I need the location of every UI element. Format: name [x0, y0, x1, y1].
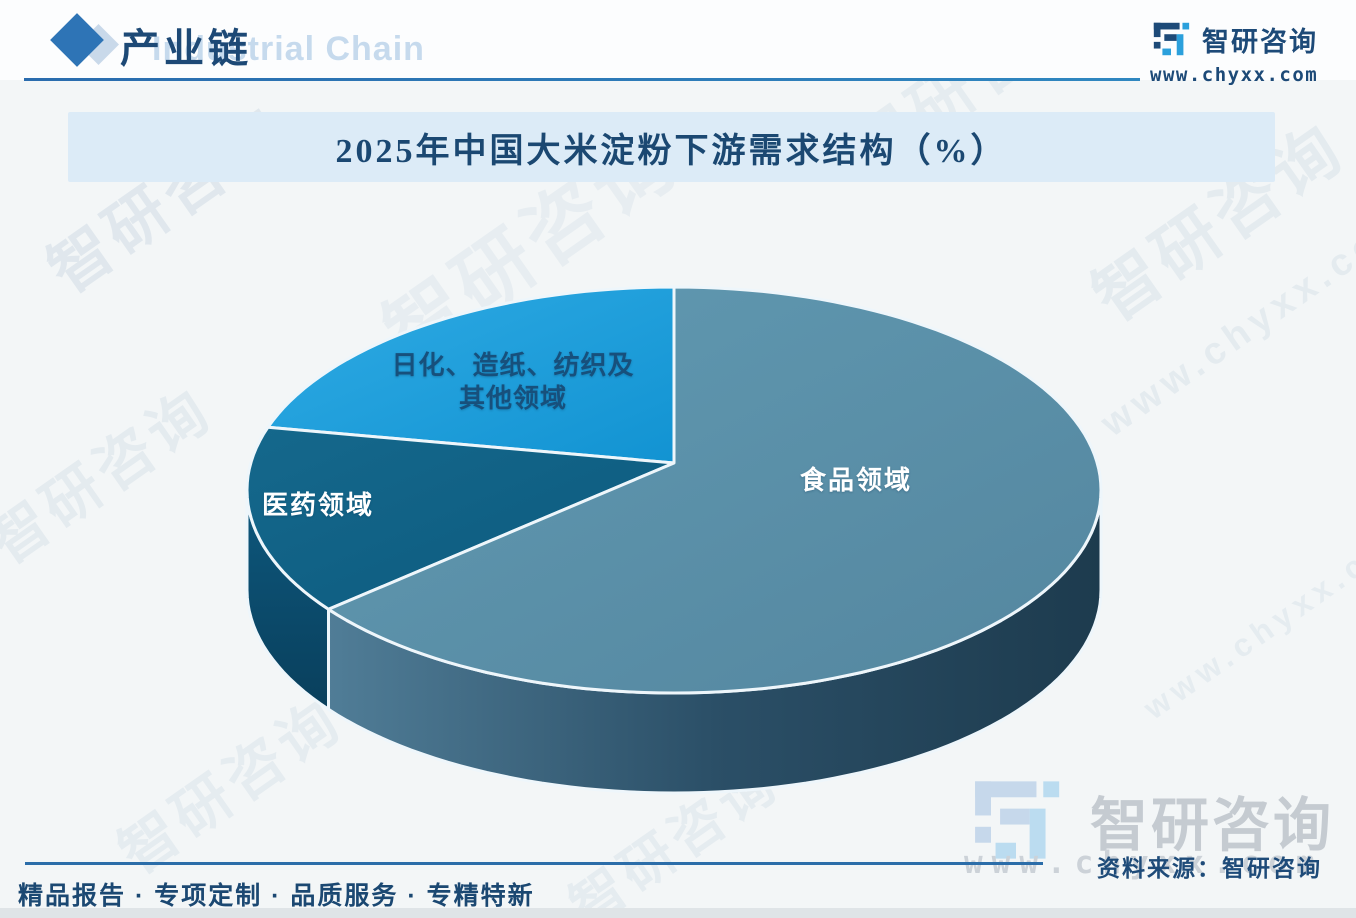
footer-divider [25, 862, 1043, 865]
zhiyan-logo-icon [1153, 22, 1190, 56]
header: Industrial Chain 产业链 [0, 0, 1356, 80]
brand-block: 智研咨询 www.chyxx.com [1150, 18, 1320, 86]
brand-name: 智研咨询 [1202, 26, 1318, 57]
watermark-logo-icon [975, 781, 1060, 859]
pie-slice-others [266, 285, 676, 465]
pie-label-others: 日化、造纸、纺织及 其他领域 [391, 350, 635, 413]
industrial-chain-watermark: Industrial Chain [152, 30, 425, 68]
pie-label-pharma: 医药领域 [262, 490, 375, 520]
pie-label-food: 食品领域 [800, 465, 913, 495]
watermark-brand-name: 智研咨询 [1090, 793, 1335, 858]
header-divider [24, 78, 1140, 81]
pie-slice-food [327, 285, 1103, 695]
pie-slice-pharma [245, 425, 676, 611]
chart-title-bar: 2025年中国大米淀粉下游需求结构（%） [68, 112, 1275, 182]
chart-title: 2025年中国大米淀粉下游需求结构（%） [335, 132, 1008, 170]
data-source-note: 资料来源：智研咨询 [1097, 855, 1322, 881]
page-title: 产业链 [120, 26, 252, 71]
brand-url: www.chyxx.com [1150, 64, 1319, 86]
footer-tagline: 精品报告 · 专项定制 · 品质服务 · 专精特新 [18, 882, 535, 910]
bottom-strip [0, 908, 1356, 918]
